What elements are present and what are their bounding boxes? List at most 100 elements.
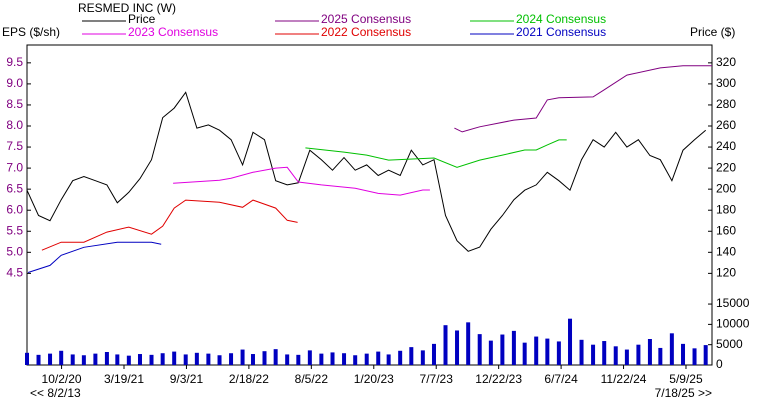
volume-bar <box>386 354 391 365</box>
volume-bar <box>692 348 697 365</box>
volume-bar <box>353 355 358 365</box>
x-tick-label: 12/22/23 <box>475 372 522 386</box>
y2-tick-label: 300 <box>716 76 736 90</box>
legend-label: 2022 Consensus <box>321 25 411 39</box>
volume-bar <box>466 322 471 365</box>
volume-bar <box>194 352 199 365</box>
volume-bar <box>319 353 324 365</box>
volume-bar <box>25 352 29 365</box>
volume-bar <box>613 346 618 365</box>
volume-bar <box>488 340 493 365</box>
y2-axis-label: Price ($) <box>690 25 735 39</box>
volume-bar <box>522 342 527 365</box>
volume-bar <box>636 344 641 365</box>
y2-tick-label: 200 <box>716 181 736 195</box>
volume-bar <box>568 318 573 365</box>
plot-frame <box>26 44 713 366</box>
legend-label: 2024 Consensus <box>516 12 606 26</box>
volume-bar <box>206 353 211 365</box>
volume-bar <box>36 354 41 365</box>
x-tick-label: 9/3/21 <box>170 372 204 386</box>
volume-bar <box>149 354 154 365</box>
volume-bar <box>545 338 550 365</box>
volume-bar <box>59 350 64 365</box>
volume-tick-label: 15000 <box>716 296 750 310</box>
volume-bar <box>624 349 629 365</box>
volume-bar <box>48 353 53 365</box>
volume-bar <box>217 355 222 365</box>
volume-bar <box>398 350 403 365</box>
series-line <box>305 139 567 168</box>
y-tick-label: 7.5 <box>6 139 23 153</box>
volume-bar <box>534 336 539 365</box>
y-axis-label: EPS ($/sh) <box>2 25 60 39</box>
volume-bar <box>420 350 425 365</box>
y-tick-label: 7.0 <box>6 160 23 174</box>
x-tick-label: 10/2/20 <box>42 372 82 386</box>
volume-tick-label: 10000 <box>716 317 750 331</box>
x-tick-label: 5/9/25 <box>669 372 703 386</box>
volume-bar <box>93 353 98 365</box>
volume-bar <box>126 355 131 365</box>
x-range-start: << 8/2/13 <box>30 386 81 400</box>
x-tick-label: 2/18/22 <box>229 372 269 386</box>
volume-bar <box>500 334 505 365</box>
volume-bar <box>443 325 448 365</box>
volume-bar <box>579 339 584 365</box>
volume-bar <box>602 341 607 365</box>
y2-tick-label: 220 <box>716 160 736 174</box>
x-range-end: 7/18/25 >> <box>655 386 712 400</box>
y-tick-label: 8.5 <box>6 97 23 111</box>
volume-bar <box>262 351 267 365</box>
volume-bar <box>330 352 335 365</box>
volume-bar <box>647 339 652 365</box>
volume-bar <box>681 343 686 365</box>
volume-bar <box>296 354 301 365</box>
volume-tick-label: 5000 <box>716 337 743 351</box>
legend-label: 2025 Consensus <box>321 12 411 26</box>
volume-bar <box>137 354 142 365</box>
volume-bar <box>556 341 561 365</box>
volume-bar <box>229 353 234 365</box>
y-tick-label: 6.5 <box>6 181 23 195</box>
volume-bar <box>160 353 165 365</box>
volume-bar <box>477 334 482 365</box>
volume-bar <box>70 354 75 365</box>
y2-tick-label: 180 <box>716 202 736 216</box>
volume-tick-label: 0 <box>716 357 723 371</box>
y2-tick-label: 140 <box>716 244 736 258</box>
y-tick-label: 8.0 <box>6 118 23 132</box>
volume-bar <box>273 349 278 365</box>
volume-bar <box>703 345 708 365</box>
series-line <box>454 65 712 133</box>
volume-bar <box>115 354 120 365</box>
series-line <box>27 241 162 273</box>
series-line <box>41 199 298 251</box>
volume-bar <box>250 354 255 365</box>
x-tick-label: 11/22/24 <box>601 372 647 386</box>
volume-bar <box>285 354 290 365</box>
volume-bar <box>364 353 369 365</box>
legend-label: 2023 Consensus <box>128 25 218 39</box>
y2-tick-label: 160 <box>716 223 736 237</box>
y2-tick-label: 260 <box>716 118 736 132</box>
volume-bar <box>409 347 414 365</box>
volume-bar <box>669 333 674 365</box>
volume-bar <box>183 354 188 365</box>
y2-tick-label: 280 <box>716 97 736 111</box>
x-tick-label: 1/20/23 <box>354 372 394 386</box>
x-tick-label: 8/5/22 <box>295 372 329 386</box>
volume-bar <box>376 351 381 365</box>
volume-bar <box>81 355 86 365</box>
volume-bar <box>591 344 596 365</box>
volume-bar <box>104 352 109 365</box>
volume-bar <box>658 347 663 365</box>
volume-bar <box>511 330 516 365</box>
y-tick-label: 4.5 <box>6 266 23 280</box>
y-tick-label: 5.0 <box>6 244 23 258</box>
series-line <box>26 91 707 252</box>
x-tick-label: 7/7/23 <box>420 372 454 386</box>
y-tick-label: 9.0 <box>6 76 23 90</box>
volume-bar <box>307 350 312 365</box>
y2-tick-label: 320 <box>716 55 736 69</box>
